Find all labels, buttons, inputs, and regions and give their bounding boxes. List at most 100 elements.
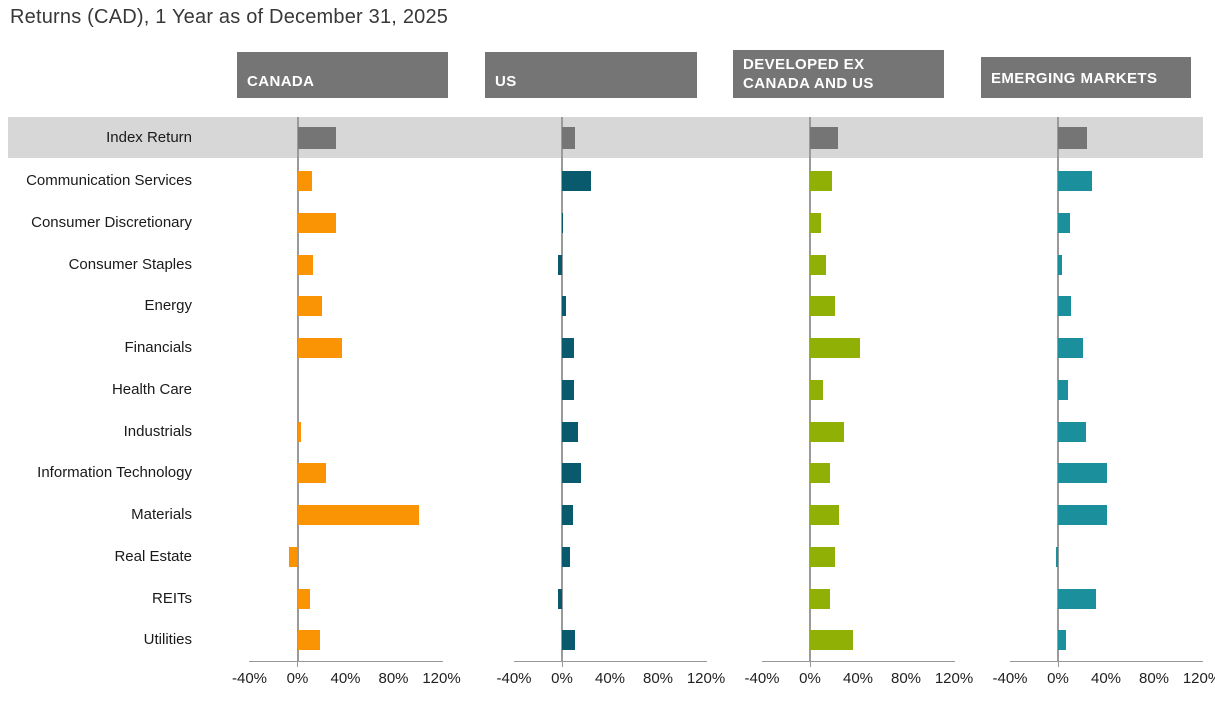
bar-canada-reits	[297, 588, 310, 609]
bar-us-utilities	[562, 630, 576, 651]
bar-developed-ex-canada-and-us-information-technology	[810, 463, 831, 484]
row-label-financials-text: Financials	[124, 339, 192, 356]
x-axis-tick-canada-0-text: -40%	[231, 670, 268, 687]
bar-emerging-markets-health-care	[1058, 379, 1068, 400]
x-axis-canada	[249, 661, 443, 662]
page-title: Returns (CAD), 1 Year as of December 31,…	[10, 6, 449, 28]
bar-emerging-markets-utilities	[1058, 630, 1067, 651]
x-axis-tick-canada-1: 0%	[266, 670, 330, 687]
bar-us-reits	[558, 588, 562, 609]
bar-developed-ex-canada-and-us-consumer-discretionary	[810, 212, 821, 233]
x-axis-tick-emerging-markets-0: -40%	[978, 670, 1042, 687]
zero-gridline-canada	[296, 117, 299, 661]
bar-emerging-markets-index-return	[1058, 127, 1087, 149]
panel-header-emerging-markets: EMERGING MARKETS	[981, 57, 1191, 98]
bar-developed-ex-canada-and-us-energy	[810, 296, 836, 317]
bar-canada-consumer-staples	[297, 254, 314, 275]
x-axis-tick-canada-2-text: 40%	[330, 670, 361, 687]
panel-header-canada-text: CANADA	[247, 73, 315, 90]
bar-developed-ex-canada-and-us-utilities	[810, 630, 854, 651]
row-label-industrials: Industrials	[0, 422, 192, 442]
bar-canada-information-technology	[297, 463, 327, 484]
row-label-real-estate-text: Real Estate	[114, 547, 192, 565]
x-axis-tick-developed-ex-canada-and-us-2-text: 40%	[842, 670, 874, 687]
x-axis-tick-us-1: 0%	[530, 670, 594, 687]
bar-us-materials	[562, 505, 573, 525]
row-label-communication-services: Communication Services	[0, 171, 192, 191]
panel-header-developed-ex-canada-and-us-text: DEVELOPED EX CANADA AND US	[743, 56, 874, 92]
row-label-communication-services-text: Communication Services	[26, 172, 192, 189]
x-axis-tick-canada-2: 40%	[314, 670, 378, 687]
x-axis-tick-us-4-text: 120%	[686, 670, 726, 687]
x-axis-tick-canada-1-text: 0%	[286, 670, 309, 687]
x-axis-tick-developed-ex-canada-and-us-1-text: 0%	[799, 670, 821, 687]
bar-canada-industrials	[297, 421, 302, 442]
x-axis-tick-developed-ex-canada-and-us-3-text: 80%	[890, 670, 922, 687]
x-axis-tick-us-1-text: 0%	[551, 670, 573, 687]
x-axis-zero-tick-canada	[297, 661, 298, 667]
row-label-information-technology: Information Technology	[0, 463, 192, 483]
x-axis-tick-emerging-markets-1: 0%	[1026, 670, 1090, 687]
bar-emerging-markets-information-technology	[1058, 463, 1108, 484]
x-axis-tick-emerging-markets-3-text: 80%	[1138, 670, 1170, 687]
bar-us-information-technology	[562, 463, 582, 484]
x-axis-tick-emerging-markets-3: 80%	[1122, 670, 1186, 687]
x-axis-tick-canada-4: 120%	[410, 670, 474, 687]
bar-canada-financials	[297, 338, 342, 358]
x-axis-tick-canada-0: -40%	[218, 670, 282, 687]
row-label-industrials-text: Industrials	[123, 422, 192, 440]
x-axis-tick-developed-ex-canada-and-us-0-text: -40%	[744, 670, 780, 687]
x-axis-tick-emerging-markets-1-text: 0%	[1047, 670, 1069, 687]
panel-header-us-text: US	[495, 73, 517, 90]
bar-emerging-markets-reits	[1058, 588, 1097, 609]
x-axis-tick-us-3-text: 80%	[642, 670, 674, 687]
row-label-health-care-text: Health Care	[111, 380, 192, 398]
bar-emerging-markets-consumer-staples	[1058, 254, 1062, 275]
row-label-materials: Materials	[0, 505, 192, 525]
bar-emerging-markets-real-estate	[1055, 546, 1058, 567]
row-label-real-estate: Real Estate	[0, 547, 192, 567]
x-axis-tick-emerging-markets-0-text: -40%	[992, 670, 1028, 687]
row-label-energy-text: Energy	[144, 297, 192, 315]
bar-us-consumer-staples	[558, 254, 562, 275]
panel-header-emerging-markets-text: EMERGING MARKETS	[991, 70, 1158, 87]
index-return-band	[8, 117, 1203, 158]
x-axis-tick-canada-3-text: 80%	[378, 670, 409, 687]
row-label-information-technology-text: Information Technology	[37, 464, 192, 482]
row-label-reits-text: REITs	[151, 589, 192, 607]
row-label-consumer-discretionary-text: Consumer Discretionary	[31, 213, 192, 231]
x-axis-tick-developed-ex-canada-and-us-4-text: 120%	[934, 670, 974, 687]
row-label-energy: Energy	[0, 296, 192, 316]
x-axis-zero-tick-developed-ex-canada-and-us	[809, 661, 811, 667]
bar-developed-ex-canada-and-us-real-estate	[810, 546, 836, 567]
row-label-index-return: Index Return	[0, 128, 192, 148]
panel-header-developed-ex-canada-and-us: DEVELOPED EX CANADA AND US	[733, 50, 944, 98]
bar-us-index-return	[562, 127, 576, 149]
bar-emerging-markets-consumer-discretionary	[1058, 212, 1070, 233]
x-axis-tick-developed-ex-canada-and-us-1: 0%	[778, 670, 842, 687]
bar-us-industrials	[562, 421, 578, 442]
x-axis-tick-developed-ex-canada-and-us-0: -40%	[730, 670, 794, 687]
x-axis-tick-emerging-markets-4: 120%	[1170, 670, 1215, 687]
x-axis-emerging-markets	[1009, 661, 1203, 662]
bar-developed-ex-canada-and-us-index-return	[810, 127, 838, 149]
x-axis-tick-canada-3: 80%	[362, 670, 426, 687]
bar-emerging-markets-industrials	[1058, 421, 1086, 442]
row-label-reits: REITs	[0, 589, 192, 609]
bar-canada-real-estate	[289, 546, 298, 567]
x-axis-zero-tick-us	[561, 661, 563, 667]
bar-developed-ex-canada-and-us-consumer-staples	[810, 254, 826, 275]
bar-us-health-care	[562, 379, 574, 400]
x-axis-tick-us-4: 120%	[674, 670, 738, 687]
bar-us-consumer-discretionary	[562, 212, 564, 233]
row-label-consumer-staples: Consumer Staples	[0, 255, 192, 275]
row-label-materials-text: Materials	[131, 506, 192, 523]
x-axis-tick-canada-4-text: 120%	[422, 670, 461, 687]
bar-emerging-markets-financials	[1058, 338, 1084, 358]
bar-us-energy	[562, 296, 566, 317]
bar-canada-index-return	[297, 127, 336, 149]
x-axis-tick-us-0: -40%	[482, 670, 546, 687]
bar-emerging-markets-communication-services	[1058, 171, 1092, 191]
bar-emerging-markets-energy	[1058, 296, 1072, 317]
